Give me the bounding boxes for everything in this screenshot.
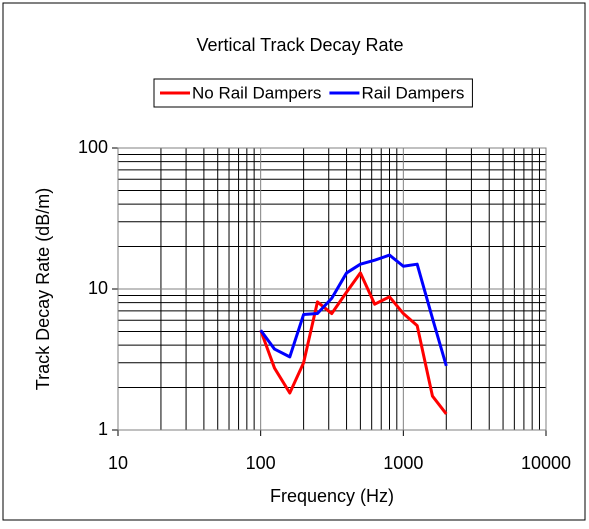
x-tick-label: 10000: [521, 453, 571, 473]
x-tick-label: 100: [246, 453, 276, 473]
y-tick-label: 100: [78, 137, 108, 157]
plot-area: [117, 147, 547, 431]
legend-label: Rail Dampers: [361, 83, 464, 102]
series-line: [259, 253, 448, 367]
series-line: [259, 271, 448, 415]
chart-title: Vertical Track Decay Rate: [196, 35, 403, 55]
y-tick-label: 10: [88, 278, 108, 298]
legend-label: No Rail Dampers: [192, 83, 321, 102]
y-tick-label: 1: [98, 419, 108, 439]
x-tick-label: 1000: [383, 453, 423, 473]
legend-box: [153, 78, 473, 108]
x-axis-label: Frequency (Hz): [270, 486, 394, 506]
x-tick-label: 10: [108, 453, 128, 473]
y-axis-label: Track Decay Rate (dB/m): [33, 188, 53, 390]
